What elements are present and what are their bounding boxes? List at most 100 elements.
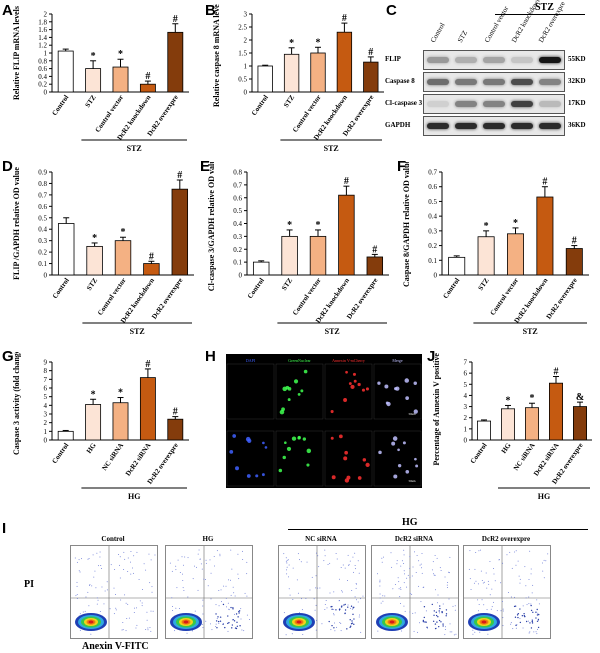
bar <box>549 382 564 441</box>
y-tick-label: 0.6 <box>233 194 242 202</box>
if-cell <box>414 457 417 461</box>
significance-mark: # <box>368 47 373 58</box>
flow-plot <box>463 545 551 639</box>
bar <box>448 256 466 276</box>
flow-event <box>435 611 438 613</box>
flow-event <box>442 625 444 627</box>
flow-event <box>96 597 98 599</box>
blot-lane-label: STZ <box>456 29 470 44</box>
x-tick-label: HG <box>85 441 98 455</box>
flow-event <box>525 585 527 587</box>
flow-event <box>211 629 213 631</box>
flow-event <box>136 624 138 626</box>
flow-event <box>432 620 435 622</box>
flow-event <box>186 632 188 634</box>
flow-event <box>349 619 351 621</box>
flow-event <box>132 567 134 569</box>
flow-event <box>104 590 106 592</box>
flow-event <box>149 627 151 629</box>
if-cell <box>282 455 286 460</box>
flow-event <box>135 627 137 629</box>
flow-event <box>489 560 491 562</box>
flow-event <box>202 627 204 629</box>
flow-event <box>487 633 489 635</box>
if-scale-label: 50um <box>409 479 417 483</box>
flow-event <box>357 560 359 562</box>
if-cell <box>392 436 398 441</box>
flow-event <box>199 558 201 560</box>
group-label: HG <box>538 492 550 501</box>
flow-event <box>352 613 354 616</box>
flow-event <box>433 610 435 612</box>
flow-event <box>332 613 334 615</box>
flow-event <box>241 629 243 631</box>
y-tick-label: 0.8 <box>38 180 47 188</box>
flow-event <box>207 585 209 587</box>
flow-event <box>338 608 341 611</box>
flow-event <box>288 564 290 566</box>
flow-event <box>330 629 332 631</box>
flow-event <box>213 555 215 557</box>
flow-event <box>243 630 245 632</box>
flow-plot-title: Control <box>101 535 125 543</box>
flow-event <box>209 623 211 625</box>
flow-event <box>401 560 403 562</box>
significance-mark: # <box>177 170 182 181</box>
blot-group-line <box>495 14 585 15</box>
flow-event <box>123 551 125 553</box>
if-cell <box>413 381 417 386</box>
y-tick-label: 0.8 <box>233 169 242 177</box>
flow-event <box>113 587 115 589</box>
flow-event <box>481 579 483 581</box>
flow-event <box>241 550 243 552</box>
y-axis-label: FLIP /GAPDH relative OD value <box>12 167 21 280</box>
flow-event <box>491 588 493 590</box>
flow-event <box>76 597 78 599</box>
flow-event <box>403 554 405 556</box>
chart-d: FLIP /GAPDH relative OD value 0 0.1 0.2 0.3 0… <box>12 167 194 336</box>
flow-event <box>197 589 199 591</box>
flow-event <box>515 624 517 627</box>
blot-band <box>539 79 561 85</box>
flow-event <box>449 631 451 633</box>
flow-event <box>300 598 302 600</box>
flow-event <box>409 576 411 578</box>
flow-event <box>198 549 200 551</box>
flow-event <box>451 631 453 633</box>
blot-band <box>539 101 561 107</box>
flow-event <box>219 620 222 622</box>
flow-event <box>143 563 145 565</box>
flow-plot <box>70 545 158 639</box>
y-tick-label: 0.2 <box>233 246 242 254</box>
y-tick-label: 0 <box>44 89 48 97</box>
flow-event <box>496 610 498 612</box>
flow-event <box>403 549 405 551</box>
flow-event <box>92 554 94 556</box>
flow-event <box>349 626 351 629</box>
flow-event <box>91 585 93 587</box>
flow-event <box>306 561 308 563</box>
if-cell <box>300 389 304 393</box>
blot-size-label: 32KD <box>568 77 586 85</box>
flow-event <box>532 584 534 586</box>
flow-event <box>121 629 123 631</box>
flow-event <box>455 633 457 635</box>
y-tick-label: 7 <box>44 376 48 384</box>
if-tile <box>373 430 422 487</box>
if-cell <box>361 388 366 392</box>
flow-event <box>285 561 287 563</box>
if-cell <box>331 475 336 480</box>
flow-event <box>106 589 108 591</box>
flow-event <box>87 558 89 560</box>
flow-event <box>109 608 111 610</box>
flow-event <box>379 579 381 581</box>
flow-event <box>537 618 540 621</box>
flow-event <box>514 596 516 598</box>
flow-event <box>238 610 240 613</box>
flow-event <box>119 556 121 558</box>
flow-event <box>533 631 535 633</box>
chart-j: Percentage of Annexin V positive cells 0 1… <box>432 352 592 501</box>
flow-event <box>545 560 547 562</box>
flow-event <box>401 630 403 632</box>
flow-event <box>478 604 480 606</box>
